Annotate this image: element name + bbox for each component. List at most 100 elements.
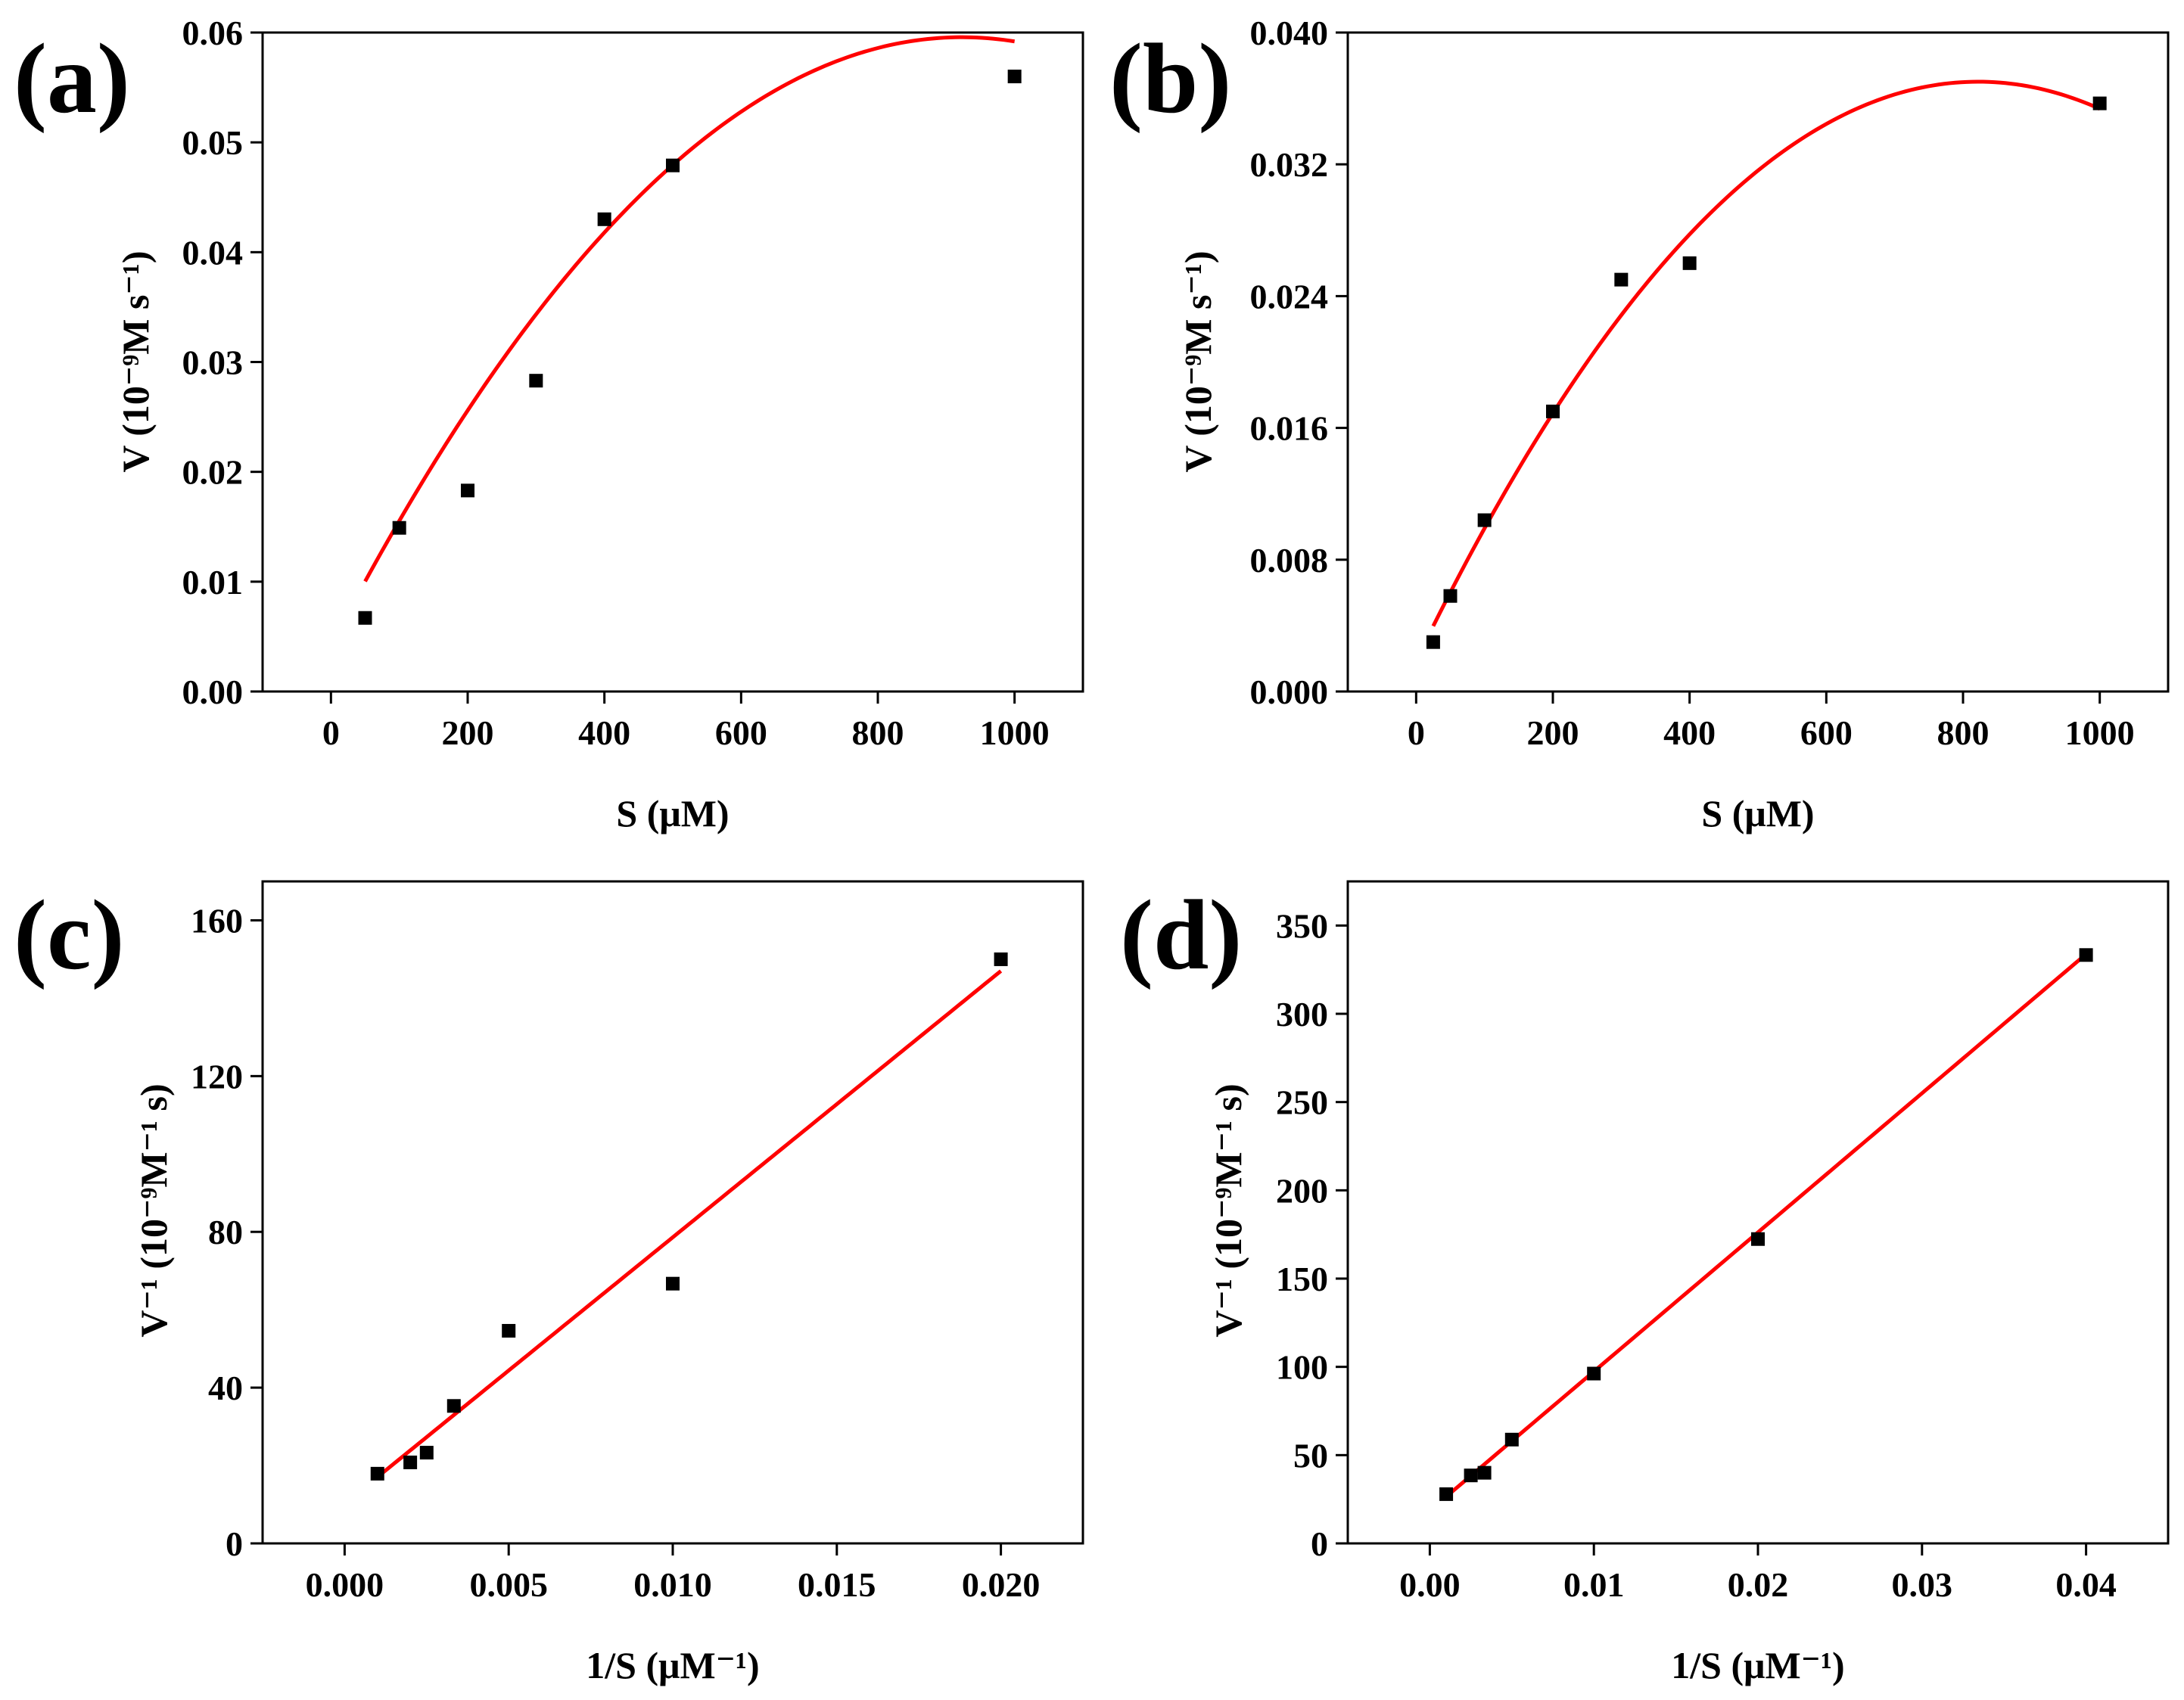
data-point-b [1443,589,1458,603]
y-tick-label-d: 150 [1276,1260,1328,1298]
y-tick-label-b: 0.016 [1250,409,1329,448]
x-tick-label-c: 0.000 [306,1565,384,1604]
x-axis-title-d: 1/S (μM⁻¹) [1671,1644,1844,1686]
data-point-a [461,483,474,498]
y-tick-label-c: 120 [191,1057,243,1096]
data-point-b [1477,513,1492,527]
x-tick-label-a: 200 [442,713,494,752]
y-tick-label-a: 0.03 [182,343,244,382]
data-point-d [1464,1468,1478,1483]
x-tick-label-c: 0.010 [633,1565,712,1604]
panel-label-d: (d) [1120,879,1242,990]
x-tick-label-d: 0.00 [1399,1565,1461,1604]
y-tick-label-a: 0.01 [182,563,244,601]
x-tick-label-b: 800 [1937,713,1990,752]
x-tick-label-a: 400 [578,713,630,752]
plot-frame-d [1346,880,2170,1545]
y-tick-label-a: 0.04 [182,233,244,272]
ticks-d: 0.00 0.01 0.02 0.03 0.04 0 50 100 150 200 250 300 35… [1276,906,2117,1604]
data-point-a [1007,70,1022,84]
data-point-a [529,374,543,388]
data-point-c [419,1446,434,1460]
y-axis-title-b: V (10⁻⁹M s⁻¹) [1177,251,1219,473]
data-point-b [1682,256,1697,270]
marks-b [1426,79,2107,649]
plot-frame-b [1346,31,2170,693]
panel-label-a: (a) [14,23,130,134]
x-tick-label-a: 1000 [980,713,1050,752]
panel-a: (a) 0 200 400 600 800 1000 0.00 0.01 0.02 0.03 0.0… [14,14,1084,834]
data-point-a [666,158,680,172]
y-axis-title-d: V⁻¹ (10⁻⁹M⁻¹ s) [1207,1083,1249,1337]
y-axis-title-a: V (10⁻⁹M s⁻¹) [114,251,157,473]
y-tick-label-c: 40 [208,1369,243,1407]
y-tick-label-b: 0.008 [1250,541,1329,580]
y-tick-label-d: 350 [1276,906,1328,945]
ticks-c: 0.000 0.005 0.010 0.015 0.020 0 40 80 120 160 [191,901,1040,1604]
data-point-c [994,952,1008,966]
panel-d: (d) 0.00 0.01 0.02 0.03 0.04 0 50 100 150 200 250 3… [1120,879,2170,1686]
y-tick-label-c: 80 [208,1213,243,1251]
x-tick-label-d: 0.04 [2055,1565,2117,1604]
x-tick-label-a: 600 [715,713,767,752]
y-tick-label-b: 0.024 [1250,277,1329,315]
fit-curve-d [1445,953,2088,1499]
data-point-d [1439,1487,1454,1501]
data-point-b [1614,272,1629,287]
y-tick-label-a: 0.05 [182,123,244,162]
y-tick-label-d: 50 [1293,1436,1328,1475]
x-tick-label-c: 0.015 [798,1565,876,1604]
y-axis-title-c: V⁻¹ (10⁻⁹M⁻¹ s) [132,1083,175,1337]
marks-a [358,35,1022,625]
plot-frame-a [261,31,1084,693]
data-point-b [2092,96,2107,110]
x-axis-title-b: S (μM) [1701,792,1814,834]
panel-c: (c) 0.000 0.005 0.010 0.015 0.020 0 40 80 120 160… [14,879,1084,1686]
x-axis-title-a: S (μM) [616,792,729,834]
x-tick-label-b: 1000 [2065,713,2135,752]
data-point-c [446,1399,461,1413]
y-tick-label-b: 0.032 [1250,145,1329,184]
x-tick-label-c: 0.020 [962,1565,1041,1604]
y-tick-label-d: 200 [1276,1171,1328,1210]
data-point-d [1751,1232,1765,1246]
fit-curve-b [1431,79,2101,627]
fit-curve-c [376,969,1003,1479]
data-point-d [2079,948,2093,962]
panel-label-b: (b) [1109,23,1231,134]
panel-b: (b) 0 200 400 600 800 1000 0.000 0.008 0.016 0.02… [1109,14,2170,834]
x-tick-label-d: 0.02 [1728,1565,1789,1604]
data-point-c [370,1466,384,1481]
data-point-c [502,1323,516,1338]
y-tick-label-a: 0.00 [182,673,244,711]
data-point-a [358,611,372,625]
fit-curve-a [363,35,1016,583]
x-tick-label-b: 200 [1527,713,1579,752]
y-tick-label-c: 160 [191,901,243,940]
data-point-d [1587,1366,1601,1381]
data-point-a [597,212,611,226]
x-tick-label-c: 0.005 [469,1565,548,1604]
y-tick-label-d: 100 [1276,1348,1328,1387]
y-tick-label-c: 0 [226,1524,243,1563]
x-tick-label-a: 800 [852,713,904,752]
x-tick-label-d: 0.01 [1563,1565,1625,1604]
x-tick-label-b: 600 [1800,713,1853,752]
data-point-c [666,1276,680,1291]
x-tick-label-b: 400 [1663,713,1716,752]
data-point-c [403,1455,418,1469]
x-tick-label-a: 0 [322,713,340,752]
panel-label-c: (c) [14,879,125,990]
ticks-a: 0 200 400 600 800 1000 0.00 0.01 0.02 0.03 0.04 0.0… [182,14,1050,752]
y-tick-label-a: 0.02 [182,453,244,492]
y-tick-label-b: 0.000 [1250,673,1329,711]
marks-d [1439,948,2093,1501]
plot-frame-c [261,880,1084,1545]
x-axis-title-c: 1/S (μM⁻¹) [586,1644,759,1686]
y-tick-label-d: 300 [1276,995,1328,1033]
data-point-d [1477,1465,1492,1480]
x-tick-label-d: 0.03 [1892,1565,1953,1604]
x-tick-label-b: 0 [1408,713,1425,752]
